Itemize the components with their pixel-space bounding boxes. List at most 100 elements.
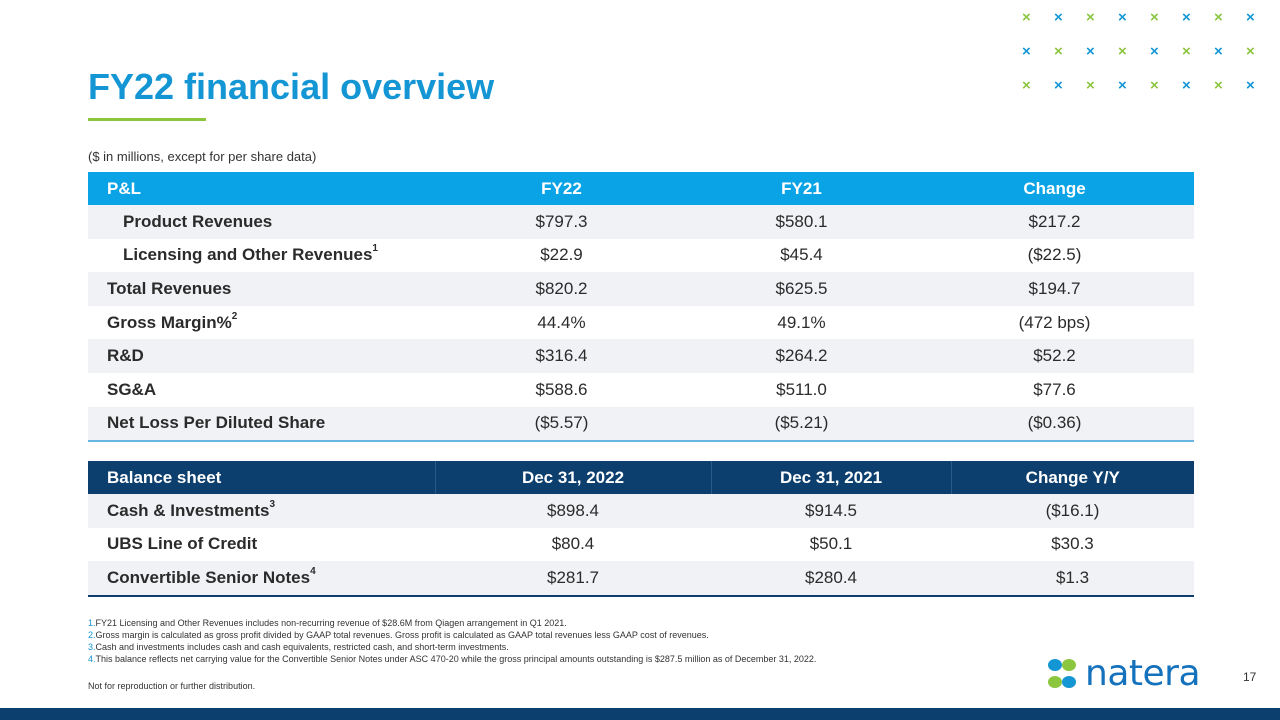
cell-fy21: $511.0	[688, 372, 915, 407]
page-number: 17	[1243, 670, 1257, 684]
table-row: Net Loss Per Diluted Share ($5.57) ($5.2…	[88, 406, 1194, 443]
row-label: Licensing and Other Revenues1	[88, 238, 435, 273]
row-label: Convertible Senior Notes4	[88, 561, 435, 597]
row-label: R&D	[88, 339, 435, 373]
table-row: Total Revenues $820.2 $625.5 $194.7	[88, 272, 1194, 306]
x-mark-icon: ×	[1246, 43, 1255, 60]
row-label: Total Revenues	[88, 272, 435, 306]
cell-2021: $914.5	[711, 494, 951, 528]
x-mark-icon: ×	[1086, 77, 1095, 94]
cell-fy22: $820.2	[435, 272, 688, 306]
x-mark-icon: ×	[1054, 9, 1063, 26]
cell-2021: $280.4	[711, 561, 951, 597]
pl-table: P&L FY22 FY21 Change Product Revenues $7…	[88, 172, 1194, 443]
pl-header-fy21: FY21	[688, 172, 915, 205]
table-subtitle: ($ in millions, except for per share dat…	[88, 149, 317, 164]
x-mark-icon: ×	[1086, 9, 1095, 26]
footnote: 4.This balance reflects net carrying val…	[88, 653, 816, 665]
cell-fy21: $45.4	[688, 238, 915, 273]
footnote-number: 4.	[88, 654, 96, 664]
table-row: R&D $316.4 $264.2 $52.2	[88, 339, 1194, 373]
footnote: 1.FY21 Licensing and Other Revenues incl…	[88, 617, 816, 629]
cell-change: (472 bps)	[915, 305, 1194, 340]
table-row: Product Revenues $797.3 $580.1 $217.2	[88, 205, 1194, 239]
table-row: Cash & Investments3 $898.4 $914.5 ($16.1…	[88, 494, 1194, 528]
cell-change: $30.3	[951, 527, 1194, 562]
x-mark-icon: ×	[1214, 43, 1223, 60]
pl-header-row: P&L FY22 FY21 Change	[88, 172, 1194, 205]
x-mark-icon: ×	[1022, 77, 1031, 94]
x-mark-icon: ×	[1246, 9, 1255, 26]
slide-title: FY22 financial overview	[88, 66, 495, 107]
footnote-text: Gross margin is calculated as gross prof…	[95, 630, 709, 640]
x-mark-icon: ×	[1118, 9, 1127, 26]
footnote-text: Cash and investments includes cash and c…	[95, 642, 509, 652]
x-mark-icon: ×	[1022, 9, 1031, 26]
balance-sheet-table: Balance sheet Dec 31, 2022 Dec 31, 2021 …	[88, 461, 1194, 597]
x-mark-icon: ×	[1118, 43, 1127, 60]
footnote-ref: 3	[269, 498, 276, 510]
cell-fy22: $22.9	[435, 238, 688, 273]
x-mark-icon: ×	[1214, 9, 1223, 26]
cell-fy22: $316.4	[435, 339, 688, 373]
footnote-number: 2.	[88, 630, 96, 640]
row-label: Product Revenues	[88, 205, 435, 239]
cell-change: ($22.5)	[915, 238, 1194, 273]
table-row: Licensing and Other Revenues1 $22.9 $45.…	[88, 238, 1194, 273]
x-mark-icon: ×	[1182, 9, 1191, 26]
footnote-ref: 2	[231, 310, 238, 322]
bottom-bar	[0, 708, 1280, 720]
x-mark-icon: ×	[1150, 9, 1159, 26]
cell-change: $52.2	[915, 339, 1194, 373]
row-label: Net Loss Per Diluted Share	[88, 406, 435, 443]
x-mark-icon: ×	[1182, 43, 1191, 60]
x-mark-icon: ×	[1054, 77, 1063, 94]
cell-change: $194.7	[915, 272, 1194, 306]
table-row: Gross Margin%2 44.4% 49.1% (472 bps)	[88, 305, 1194, 340]
title-underline	[88, 118, 206, 121]
cell-change: ($16.1)	[951, 494, 1194, 528]
x-mark-icon: ×	[1054, 43, 1063, 60]
row-label: SG&A	[88, 372, 435, 407]
pl-header-change: Change	[915, 172, 1194, 205]
bs-header-2021: Dec 31, 2021	[711, 461, 952, 494]
bs-header-row: Balance sheet Dec 31, 2022 Dec 31, 2021 …	[88, 461, 1194, 494]
footnote-text: This balance reflects net carrying value…	[95, 654, 817, 664]
footnote-number: 3.	[88, 642, 96, 652]
x-mark-icon: ×	[1182, 77, 1191, 94]
cell-fy21: $264.2	[688, 339, 915, 373]
logo-wordmark: natera	[1085, 653, 1201, 694]
table-row: UBS Line of Credit $80.4 $50.1 $30.3	[88, 527, 1194, 562]
footnote-text: FY21 Licensing and Other Revenues includ…	[95, 618, 567, 628]
cell-2022: $80.4	[435, 527, 711, 562]
footnote-ref: 4	[310, 565, 316, 577]
table-row: Convertible Senior Notes4 $281.7 $280.4 …	[88, 561, 1194, 597]
disclaimer: Not for reproduction or further distribu…	[88, 681, 256, 691]
cell-2022: $898.4	[435, 494, 711, 528]
x-mark-icon: ×	[1086, 43, 1095, 60]
cell-change: ($0.36)	[915, 406, 1194, 443]
x-mark-icon: ×	[1246, 77, 1255, 94]
cell-fy21: 49.1%	[688, 305, 915, 340]
table-row: SG&A $588.6 $511.0 $77.6	[88, 372, 1194, 407]
cell-change: $77.6	[915, 372, 1194, 407]
bs-header-label: Balance sheet	[88, 461, 436, 494]
x-mark-icon: ×	[1214, 77, 1223, 94]
bs-header-2022: Dec 31, 2022	[435, 461, 712, 494]
cell-fy21: $580.1	[688, 205, 915, 239]
cell-fy22: ($5.57)	[435, 406, 688, 443]
cell-fy22: $588.6	[435, 372, 688, 407]
x-mark-icon: ×	[1150, 77, 1159, 94]
cell-change: $217.2	[915, 205, 1194, 239]
row-label: Cash & Investments3	[88, 494, 435, 528]
bs-header-change: Change Y/Y	[951, 461, 1194, 494]
footnote: 3.Cash and investments includes cash and…	[88, 641, 816, 653]
cell-2022: $281.7	[435, 561, 711, 597]
footnote: 2.Gross margin is calculated as gross pr…	[88, 629, 816, 641]
cell-fy21: $625.5	[688, 272, 915, 306]
x-mark-icon: ×	[1150, 43, 1159, 60]
footnotes: 1.FY21 Licensing and Other Revenues incl…	[88, 617, 816, 665]
footnote-number: 1.	[88, 618, 96, 628]
cell-fy22: $797.3	[435, 205, 688, 239]
row-label: UBS Line of Credit	[88, 527, 435, 562]
